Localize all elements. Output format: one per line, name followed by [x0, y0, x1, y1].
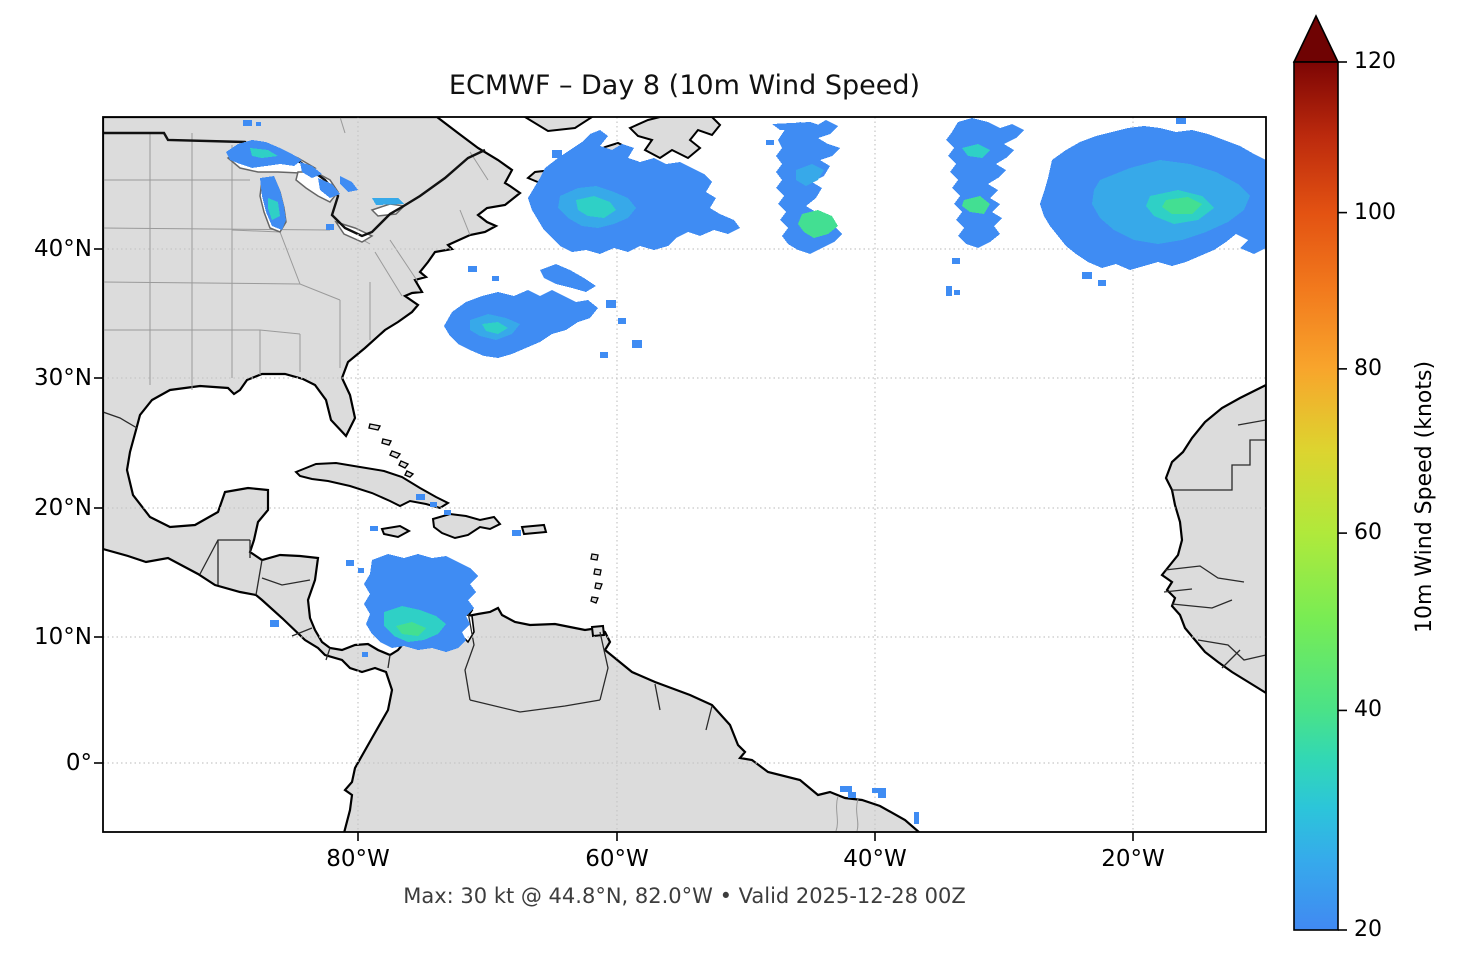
- islands-lesser-antilles: [590, 553, 603, 604]
- patch-small-specks: [270, 494, 919, 824]
- country-borders: [103, 411, 713, 731]
- colorbar-gradient: [1293, 61, 1339, 931]
- patch-caribbean: [346, 554, 478, 657]
- patch-central-atlantic: [766, 120, 842, 254]
- colorbar-tick-label: 60: [1354, 520, 1382, 546]
- patch-gulf-stream: [444, 264, 642, 358]
- colorbar-tick-label: 80: [1354, 355, 1382, 381]
- africa-country-borders: [1163, 419, 1266, 669]
- y-tick-label: 30°N: [34, 365, 92, 391]
- graticule: [103, 117, 1266, 832]
- brazil-state-borders: [835, 795, 859, 832]
- y-tick-label: 0°: [65, 750, 92, 776]
- colorbar-extend-arrow: [1292, 14, 1340, 63]
- patch-east-atlantic: [1040, 118, 1266, 286]
- patch-great-lakes: [226, 120, 404, 230]
- colorbar-tick-label: 20: [1354, 917, 1382, 942]
- land-africa: [1160, 383, 1266, 695]
- colorbar: [1292, 14, 1347, 931]
- colorbar-axis-label: 10m Wind Speed (knots): [1412, 360, 1437, 634]
- colorbar-tick-label: 120: [1354, 49, 1396, 74]
- colorbar-tick-label: 40: [1354, 697, 1382, 723]
- y-tick-label: 40°N: [34, 236, 92, 262]
- island-newfoundland: [628, 117, 722, 160]
- axis-ticks: [94, 248, 1134, 841]
- x-tick-label: 60°W: [585, 846, 649, 872]
- patch-north-atlantic-31w: [946, 118, 1024, 296]
- chart-subtitle: Max: 30 kt @ 44.8°N, 82.0°W • Valid 2025…: [403, 884, 966, 908]
- peninsula-gaspe: [523, 117, 594, 133]
- lake-ontario: [370, 203, 406, 217]
- islands-bahamas: [368, 423, 415, 478]
- us-canada-border: [103, 131, 486, 238]
- x-tick-label: 40°W: [843, 846, 907, 872]
- x-tick-label: 80°W: [326, 846, 390, 872]
- chart-title: ECMWF – Day 8 (10m Wind Speed): [448, 70, 921, 101]
- island-jamaica: [380, 524, 412, 539]
- island-puerto-rico: [520, 523, 548, 536]
- x-tick-label: 20°W: [1101, 846, 1165, 872]
- y-tick-label: 20°N: [34, 495, 92, 521]
- colorbar-tick-label: 100: [1354, 199, 1396, 225]
- y-tick-label: 10°N: [34, 624, 92, 650]
- plot-border: [102, 116, 1267, 833]
- island-hispaniola: [431, 512, 502, 540]
- island-trinidad: [590, 624, 606, 638]
- colorbar-ticks: [1338, 61, 1347, 931]
- wind-shading: [226, 118, 1266, 824]
- patch-nova-scotia-atlantic: [528, 130, 740, 254]
